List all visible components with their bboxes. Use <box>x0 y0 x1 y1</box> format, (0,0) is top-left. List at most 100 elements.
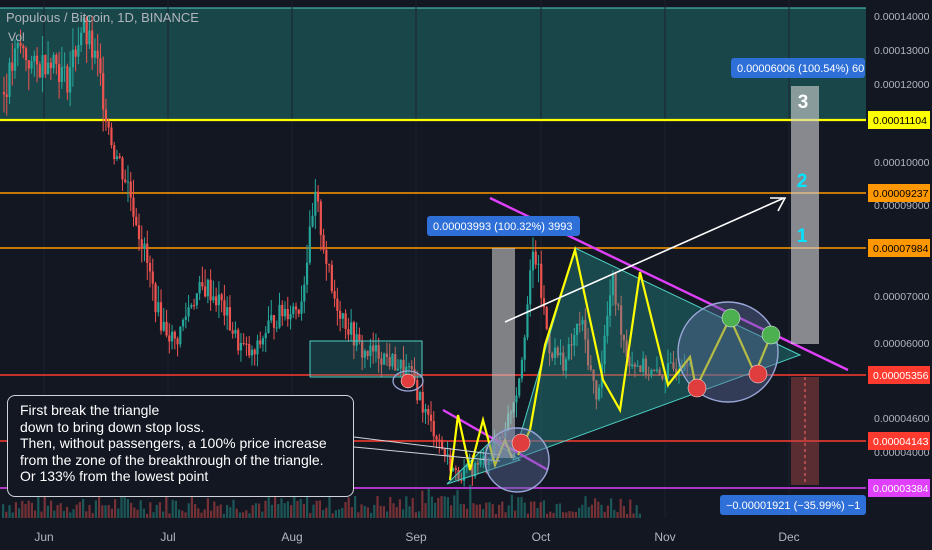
volume-bar <box>267 495 270 518</box>
candle <box>628 356 631 367</box>
candle <box>471 464 474 477</box>
volume-bar <box>469 484 472 518</box>
candle <box>410 366 413 370</box>
volume-bar <box>613 509 616 518</box>
volume-bar <box>392 503 395 518</box>
candle <box>350 322 353 335</box>
volume-bar <box>325 507 328 518</box>
candle <box>352 322 355 346</box>
symbol-header[interactable]: Populous / Bitcoin, 1D, BINANCE <box>6 10 199 25</box>
volume-bar <box>110 508 113 518</box>
candle <box>479 459 482 465</box>
volume-bar <box>171 499 174 518</box>
candle <box>165 321 168 336</box>
level-label: 0.00009237 <box>873 188 929 200</box>
candle <box>531 251 535 271</box>
candle <box>347 328 350 335</box>
candle <box>110 127 113 146</box>
candle <box>336 298 339 311</box>
volume-bar <box>277 504 280 518</box>
volume-bar <box>504 512 507 518</box>
volume-bar <box>510 494 513 518</box>
volume-bar <box>261 511 264 518</box>
candle <box>74 49 77 57</box>
volume-bar <box>56 505 59 518</box>
candle <box>80 32 83 46</box>
volume-bar <box>424 503 427 518</box>
price-tick: 0.00006000 <box>874 338 930 350</box>
candle <box>316 191 320 202</box>
volume-bar <box>530 501 533 518</box>
candle <box>192 305 196 307</box>
volume-bar <box>632 513 635 518</box>
month-tick: Oct <box>532 530 551 544</box>
candle <box>63 66 66 68</box>
measure-box-target <box>791 86 819 344</box>
candle <box>198 282 201 294</box>
candle <box>281 304 284 317</box>
month-tick: Dec <box>778 530 799 544</box>
candle <box>30 61 33 69</box>
candle <box>586 339 590 366</box>
volume-bar <box>619 498 622 518</box>
candle <box>427 408 430 415</box>
candle <box>19 42 22 46</box>
volume-bar <box>347 497 350 518</box>
candle <box>217 294 220 306</box>
price-tick: 0.00013000 <box>874 45 930 57</box>
candle <box>584 320 587 340</box>
volume-bar <box>254 503 257 518</box>
volume-bar <box>606 505 609 518</box>
volume-bar <box>603 511 606 518</box>
candle <box>655 369 659 371</box>
candle <box>289 314 292 320</box>
candle <box>283 309 287 317</box>
candle <box>595 380 598 400</box>
candle <box>314 191 317 216</box>
candle <box>46 62 50 75</box>
volume-bar <box>379 505 382 518</box>
volume-bar <box>562 512 565 518</box>
volume-bar <box>229 507 232 518</box>
volume-bar <box>462 504 465 518</box>
candle <box>250 349 254 356</box>
candle <box>104 109 108 122</box>
volume-bar <box>11 512 14 518</box>
time-axis-bg <box>0 521 932 550</box>
candle <box>204 286 207 297</box>
volume-bar <box>578 507 581 518</box>
volume-bar <box>264 500 267 518</box>
candle <box>344 313 347 329</box>
volume-bar <box>82 498 85 518</box>
volume-bar <box>168 513 171 518</box>
candle <box>209 279 212 301</box>
candle <box>151 271 154 284</box>
volume-bar <box>187 503 190 518</box>
candle <box>190 305 193 308</box>
volume-bar <box>136 509 139 518</box>
note-pointer-1 <box>353 436 501 456</box>
volume-bar <box>395 507 398 518</box>
candle <box>355 334 358 346</box>
candle <box>270 315 273 321</box>
candle <box>633 364 636 367</box>
candle <box>58 63 61 82</box>
target-number-3: 3 <box>798 92 809 113</box>
volume-bar <box>139 500 142 518</box>
volume-bar <box>539 502 542 518</box>
volume-bar <box>542 500 545 518</box>
candle <box>438 439 441 441</box>
candle <box>664 377 667 379</box>
candle <box>636 365 639 367</box>
volume-bar <box>354 496 357 518</box>
candle <box>242 343 245 345</box>
volume-bar <box>242 512 245 518</box>
volume-bar <box>587 506 590 518</box>
candle <box>228 307 232 331</box>
volume-bar <box>581 504 584 518</box>
level-label: 0.00004143 <box>873 436 929 448</box>
candle <box>432 420 435 437</box>
measure-box-rise <box>492 248 515 458</box>
candle <box>545 307 548 329</box>
candle <box>132 197 135 217</box>
